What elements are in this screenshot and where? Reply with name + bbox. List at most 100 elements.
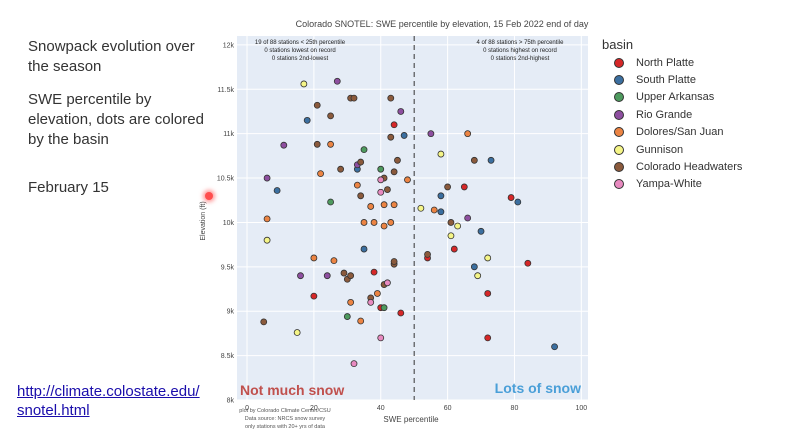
- data-point: [263, 236, 271, 244]
- legend-label: Gunnison: [636, 143, 684, 156]
- data-point: [280, 141, 288, 149]
- legend-item[interactable]: Yampa-White: [614, 176, 742, 193]
- data-point: [377, 165, 385, 173]
- plot-area: [237, 36, 588, 400]
- data-point: [297, 272, 304, 280]
- data-point: [317, 170, 324, 178]
- data-point: [273, 187, 281, 194]
- data-point: [424, 250, 431, 258]
- data-point: [370, 268, 378, 276]
- data-point: [390, 121, 398, 129]
- data-point: [507, 194, 515, 201]
- y-tick-label: 12k: [223, 42, 235, 49]
- data-point: [327, 140, 335, 148]
- data-point: [350, 94, 358, 102]
- data-point: [397, 309, 405, 317]
- not-much-snow-label: Not much snow: [240, 382, 344, 398]
- data-point: [450, 245, 458, 253]
- data-point: [313, 101, 321, 109]
- snotel-link-line2[interactable]: snotel.html: [17, 402, 90, 419]
- chart-title: Colorado SNOTEL: SWE percentile by eleva…: [296, 19, 589, 29]
- snotel-link-line1[interactable]: http://climate.colostate.edu/: [17, 383, 200, 400]
- data-point: [430, 206, 438, 214]
- snotel-link[interactable]: http://climate.colostate.edu/ snotel.htm…: [17, 382, 200, 420]
- data-point: [380, 304, 388, 312]
- data-point: [310, 292, 318, 300]
- legend-item[interactable]: Dolores/San Juan: [614, 124, 742, 141]
- credit-line2: Data source: NRCS snow survey: [245, 416, 326, 422]
- data-point: [260, 318, 268, 326]
- data-point: [263, 215, 271, 223]
- data-point: [370, 219, 378, 226]
- legend-item[interactable]: North Platte: [614, 54, 742, 71]
- x-tick-label: 100: [575, 405, 587, 412]
- data-point: [514, 198, 522, 206]
- data-point: [343, 313, 351, 320]
- data-point: [384, 279, 391, 287]
- legend-item[interactable]: South Platte: [614, 71, 742, 88]
- lots-of-snow-label: Lots of snow: [495, 380, 581, 396]
- slide-description: SWE percentile by elevation, dots are co…: [28, 91, 204, 148]
- data-point: [484, 334, 492, 342]
- data-point: [400, 132, 408, 139]
- y-tick-label: 10k: [223, 220, 235, 227]
- data-point: [367, 298, 375, 306]
- x-axis-label: SWE percentile: [383, 415, 439, 424]
- legend-item[interactable]: Colorado Headwaters: [614, 158, 742, 175]
- legend-label: Rio Grande: [636, 108, 693, 121]
- legend-item[interactable]: Rio Grande: [614, 106, 742, 123]
- data-point: [357, 158, 365, 166]
- data-point: [327, 112, 335, 120]
- slide-heading-snowpack: Snowpack evolution over the season: [28, 38, 195, 75]
- legend-item[interactable]: Upper Arkansas: [614, 89, 742, 106]
- low-percentile-summary: 19 of 88 stations < 25th percentile 0 st…: [255, 40, 346, 62]
- data-point: [337, 165, 345, 173]
- legend-swatch: [614, 179, 624, 190]
- data-point: [330, 257, 338, 265]
- data-point: [394, 156, 401, 164]
- y-tick-label: 9.5k: [221, 264, 235, 271]
- data-point: [380, 222, 388, 230]
- data-point: [340, 269, 348, 277]
- high-summary-line2: 0 stations highest on record: [483, 48, 557, 54]
- data-point: [454, 222, 462, 230]
- data-point: [437, 208, 445, 216]
- data-point: [427, 130, 435, 138]
- legend-swatch: [614, 109, 624, 120]
- legend-swatch: [614, 144, 624, 155]
- legend-label: Yampa-White: [636, 178, 702, 191]
- data-point: [437, 192, 445, 200]
- legend-swatch: [614, 162, 624, 173]
- chart-credit: plot by Colorado Climate Center/CSU Data…: [239, 408, 330, 430]
- data-point: [350, 360, 358, 368]
- data-point: [484, 290, 492, 297]
- data-point: [387, 133, 395, 141]
- x-tick-label: 20: [310, 405, 318, 412]
- data-point: [390, 201, 398, 209]
- data-point: [384, 186, 391, 193]
- data-point: [333, 77, 341, 85]
- data-point: [447, 219, 455, 226]
- data-point: [313, 140, 321, 148]
- slide-date: February 15: [28, 179, 109, 196]
- data-point: [464, 214, 472, 222]
- data-point: [551, 343, 558, 351]
- data-point: [447, 232, 455, 240]
- data-point: [367, 203, 375, 210]
- credit-line1: plot by Colorado Climate Center/CSU: [239, 408, 330, 414]
- data-point: [387, 219, 395, 226]
- data-point: [387, 94, 395, 102]
- data-point: [437, 150, 445, 158]
- data-point: [327, 198, 335, 206]
- y-tick-label: 9k: [227, 309, 235, 316]
- credit-line3: only stations with 20+ yrs of data: [245, 424, 326, 430]
- legend-item[interactable]: Gunnison: [614, 141, 742, 158]
- laser-pointer-dot: [205, 192, 213, 200]
- grid-lines: [237, 36, 588, 401]
- data-point: [293, 329, 301, 336]
- data-point: [417, 204, 425, 212]
- data-point: [360, 219, 368, 226]
- data-point: [373, 290, 381, 297]
- legend-swatch: [614, 57, 624, 68]
